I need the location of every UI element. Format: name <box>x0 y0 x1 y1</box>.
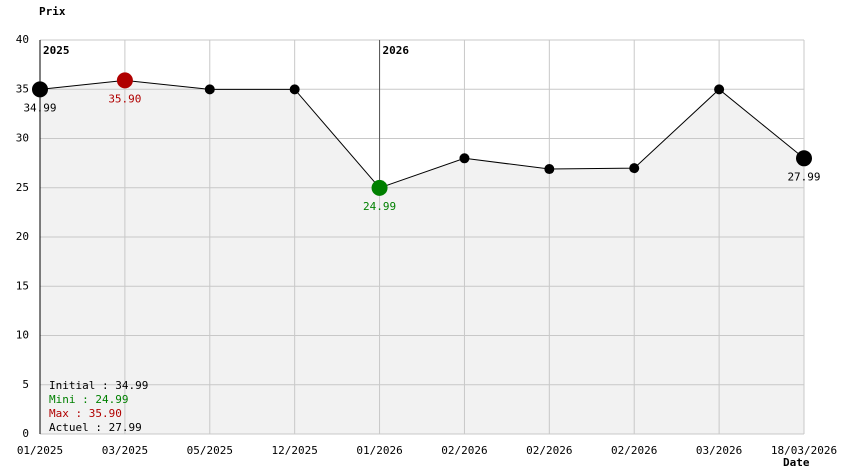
y-tick-label: 0 <box>22 427 29 440</box>
price-point <box>544 164 555 175</box>
value-label: 24.99 <box>363 200 396 213</box>
x-tick-label: 01/2026 <box>356 444 402 457</box>
x-tick-label: 02/2026 <box>526 444 572 457</box>
area-fill <box>40 80 804 434</box>
y-tick-label: 5 <box>22 378 29 391</box>
y-axis-title: Prix <box>39 5 66 18</box>
x-tick-label: 01/2025 <box>17 444 63 457</box>
y-tick-label: 15 <box>16 279 29 292</box>
price-point <box>459 153 470 164</box>
y-tick-label: 10 <box>16 329 29 342</box>
x-tick-label: 03/2026 <box>696 444 742 457</box>
price-point <box>796 150 812 167</box>
y-tick-label: 25 <box>16 181 29 194</box>
x-tick-label: 18/03/2026 <box>771 444 837 457</box>
price-point <box>116 72 133 89</box>
price-point <box>204 84 215 95</box>
value-label: 27.99 <box>787 170 820 183</box>
price-line <box>39 79 805 189</box>
summary-line: Mini : 24.99 <box>49 393 128 406</box>
price-point <box>629 163 640 174</box>
x-tick-label: 12/2025 <box>271 444 317 457</box>
value-label: 35.90 <box>108 92 141 105</box>
x-axis-title: Date <box>783 456 810 469</box>
summary-line: Max : 35.90 <box>49 407 122 420</box>
summary-line: Initial : 34.99 <box>49 379 148 392</box>
price-point <box>371 179 388 196</box>
x-tick-label: 05/2025 <box>187 444 233 457</box>
y-tick-label: 30 <box>16 132 29 145</box>
price-point <box>714 84 725 95</box>
summary-line: Actuel : 27.99 <box>49 421 142 434</box>
x-tick-label: 03/2025 <box>102 444 148 457</box>
y-tick-label: 40 <box>16 33 29 46</box>
year-marker-label: 2026 <box>383 44 410 57</box>
x-tick-label: 02/2026 <box>611 444 657 457</box>
year-marker-label: 2025 <box>43 44 70 57</box>
y-tick-label: 20 <box>16 230 29 243</box>
x-tick-label: 02/2026 <box>441 444 487 457</box>
y-tick-label: 35 <box>16 82 29 95</box>
price-point <box>289 84 300 95</box>
